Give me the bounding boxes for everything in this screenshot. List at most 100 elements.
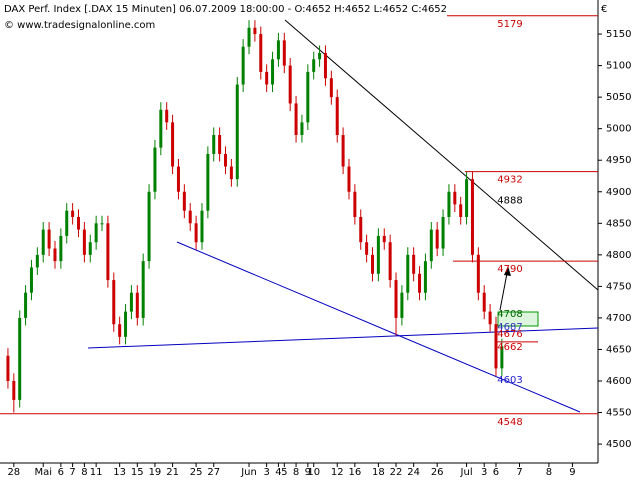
x-tick-label: 16 [348,467,361,478]
x-tick-label: 8 [293,467,299,478]
candle-body [176,166,180,192]
candle-body [318,52,322,60]
x-tick-label: 5 [281,467,287,478]
candle-body [435,229,439,249]
candle-body [323,52,327,79]
candle-body [159,109,163,148]
candle-body [412,254,416,274]
candle-body [153,147,157,192]
y-tick-label: 5050 [606,92,631,103]
level-label: 4548 [497,417,522,428]
candle-body [182,191,186,211]
candle-body [247,27,251,47]
candle-body [235,84,239,180]
candle-body [300,122,304,135]
y-tick-label: 4750 [606,281,631,292]
level-label: 4662 [497,342,522,353]
x-tick-label: 6 [58,467,64,478]
candle-body [47,229,51,249]
x-tick-label: 18 [372,467,385,478]
candle-body [276,40,280,60]
candle-body [212,134,216,154]
y-tick-label: 5150 [606,29,631,40]
candle-body [165,109,169,123]
trendline [87,327,599,349]
x-tick-label: 6 [493,467,499,478]
x-tick-label: 4 [275,467,281,478]
candle-body [306,71,310,123]
candle-body [288,65,292,104]
y-tick-label: 4650 [606,344,631,355]
trendline [284,19,599,291]
candle-body [294,103,298,135]
candle-body [400,292,404,318]
candle-body [135,292,139,318]
candle-body [347,166,351,192]
candle-body [229,166,233,180]
candle-body [147,191,151,262]
candle-body [453,191,457,205]
candle-body [59,235,63,262]
candle-body [35,254,39,268]
price-label: 4888 [497,195,522,206]
candle-body [488,311,492,325]
price-label: 4708 [497,309,522,320]
candle-body [500,346,504,369]
candle-body [206,153,210,211]
y-tick-label: 4600 [606,376,631,387]
x-tick-label: 8 [81,467,87,478]
candle-body [494,324,498,369]
y-tick-label: 4550 [606,408,631,419]
y-tick-label: 4850 [606,218,631,229]
candle-body [265,71,269,85]
candle-body [18,317,22,400]
x-tick-label: Mai [34,467,52,478]
y-tick-label: 4900 [606,187,631,198]
candle-body [241,46,245,85]
candle-body [476,254,480,293]
candle-body [112,280,116,325]
candle-body [118,324,122,337]
candle-body [441,216,445,249]
level-label: 4932 [497,175,522,186]
candle-body [359,216,363,243]
x-tick-label: 19 [149,467,162,478]
candle-body [94,223,98,243]
candle-body [394,280,398,318]
candle-body [482,292,486,312]
y-tick-label: 4700 [606,313,631,324]
x-tick-label: 7 [69,467,75,478]
candle-body [312,59,316,72]
candle-body [100,223,104,225]
y-tick-label: 5000 [606,124,631,135]
candle-body [6,355,10,381]
price-label: 4687 [497,322,522,333]
arrow-head [504,266,511,276]
candle-body [423,261,427,293]
x-tick-label: 25 [190,467,203,478]
candle-body [259,34,263,72]
y-tick-label: 5100 [606,61,631,72]
x-tick-label: 24 [407,467,420,478]
candle-body [65,210,69,236]
candle-body [53,248,57,262]
label-box [497,311,539,327]
candle-body [171,122,175,167]
candle-body [194,223,198,243]
price-label: 4603 [497,375,522,386]
candle-body [82,229,86,255]
x-tick-label: 27 [207,467,220,478]
candle-body [335,97,339,135]
candle-body [141,261,145,318]
y-tick-label: 4500 [606,439,631,450]
x-tick-label: 9 [569,467,575,478]
candle-body [77,216,80,230]
candle-body [353,191,357,217]
trendline [176,241,581,413]
candle-body [329,78,333,98]
x-tick-label: 13 [113,467,126,478]
candle-body [41,229,45,255]
